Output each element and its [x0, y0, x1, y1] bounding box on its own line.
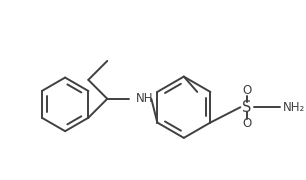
Text: NH: NH: [136, 92, 154, 105]
Text: O: O: [242, 117, 252, 130]
Text: S: S: [242, 100, 252, 115]
Text: NH₂: NH₂: [282, 101, 305, 114]
Text: O: O: [242, 84, 252, 97]
